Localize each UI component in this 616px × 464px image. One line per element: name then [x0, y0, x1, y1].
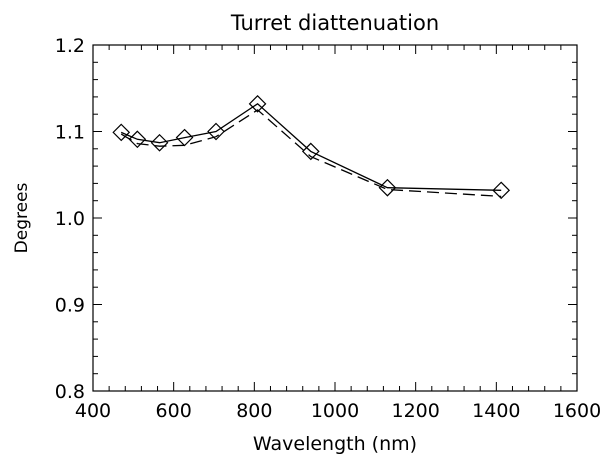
diamond-marker — [112, 123, 131, 142]
y-axis-label: Degrees — [12, 182, 32, 253]
x-tick-label: 1600 — [553, 400, 601, 422]
diamond-marker — [378, 178, 397, 197]
diamond-marker — [175, 128, 194, 147]
plot-frame — [92, 44, 578, 392]
y-tick-label: 1.0 — [55, 208, 85, 230]
y-tick-label: 1.1 — [55, 122, 85, 144]
diamond-marker — [128, 130, 147, 149]
diamond-marker — [207, 122, 225, 141]
x-tick-label: 600 — [156, 400, 192, 422]
y-tick-labels: 0.8 0.9 1.0 1.1 1.2 — [55, 35, 85, 403]
x-tick-label: 400 — [75, 400, 111, 422]
diamond-marker — [301, 142, 320, 161]
x-axis-label: Wavelength (nm) — [253, 433, 417, 455]
x-tick-label: 800 — [236, 400, 272, 422]
series-layer — [112, 94, 511, 200]
diamond-marker — [492, 181, 511, 200]
y-tick-label: 0.9 — [55, 295, 85, 317]
x-tick-label: 1400 — [472, 400, 520, 422]
y-tick-label: 1.2 — [55, 35, 85, 57]
chart-title: Turret diattenuation — [230, 11, 439, 35]
dashed-series-line — [120, 109, 502, 198]
x-tick-label: 1200 — [391, 400, 439, 422]
x-tick-labels: 400 600 800 1000 1200 1400 1600 — [75, 400, 601, 422]
x-tick-label: 1000 — [311, 400, 359, 422]
y-tick-label: 0.8 — [55, 381, 85, 403]
axis-ticks — [92, 44, 578, 392]
diamond-marker — [150, 133, 169, 152]
solid-series-line — [120, 102, 502, 191]
diamond-marker — [248, 94, 267, 113]
